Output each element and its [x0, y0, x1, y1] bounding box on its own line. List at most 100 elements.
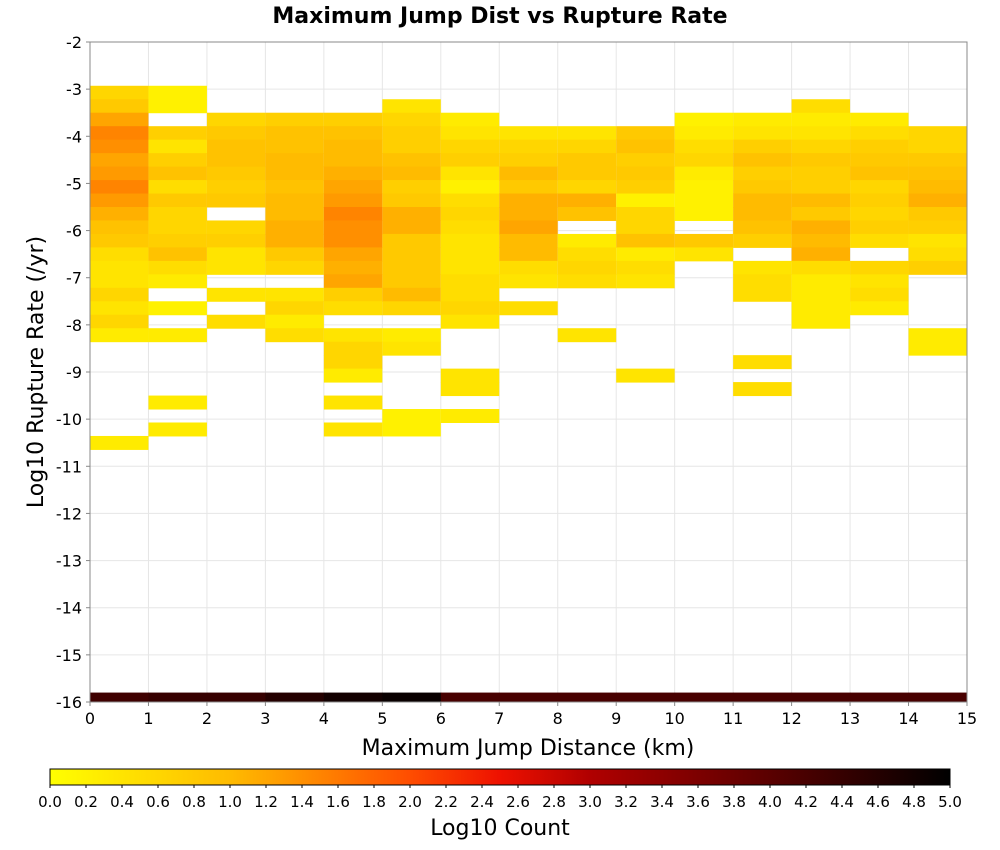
heatmap-cell: [499, 126, 558, 141]
heatmap-cell: [791, 274, 851, 289]
heatmap-cell: [90, 139, 149, 154]
heatmap-cell: [733, 126, 792, 141]
heatmap-cell: [791, 301, 851, 316]
heatmap-cell: [148, 180, 207, 195]
y-tick-label: -12: [56, 504, 82, 523]
heatmap-cell: [148, 206, 207, 221]
heatmap-cell: [850, 193, 909, 208]
heatmap-cell: [908, 341, 967, 356]
heatmap-cell: [850, 166, 909, 181]
heatmap-cell: [265, 233, 324, 248]
heatmap-cell: [850, 206, 909, 221]
heatmap-cell: [557, 247, 617, 262]
heatmap-cell: [265, 220, 324, 235]
x-tick-label: 2: [202, 709, 212, 728]
heatmap-cell: [557, 260, 617, 275]
heatmap-cell: [674, 233, 734, 248]
heatmap-cell: [440, 368, 500, 383]
heatmap-cell: [148, 139, 207, 154]
colorbar-tick-label: 4.8: [902, 793, 926, 811]
colorbar: [49, 768, 951, 786]
heatmap-cell: [616, 274, 675, 289]
heatmap-cell: [440, 274, 500, 289]
heatmap-cell: [499, 247, 558, 262]
heatmap-cell: [148, 247, 207, 262]
colorbar-tick-label: 0.6: [146, 793, 170, 811]
heatmap-cell: [265, 247, 324, 262]
heatmap-cell: [674, 180, 734, 195]
heatmap-cell: [440, 206, 500, 221]
y-tick-label: -14: [56, 599, 82, 618]
x-tick-label: 8: [553, 709, 563, 728]
heatmap-cell: [323, 206, 383, 221]
heatmap-cell: [791, 287, 851, 302]
heatmap-cell: [148, 126, 207, 141]
y-tick-label: -5: [66, 174, 82, 193]
heatmap-cell: [908, 126, 967, 141]
heatmap-cell: [499, 260, 558, 275]
heatmap-cell: [791, 166, 851, 181]
heatmap-cell: [791, 193, 851, 208]
heatmap-cell: [850, 274, 909, 289]
heatmap-cell: [733, 206, 792, 221]
heatmap-cell: [674, 139, 734, 154]
y-axis-ticks: -2 -3 -4 -5 -6 -7 -8 -9 -10 -11 -12 -13 -14 -15 -16: [56, 33, 90, 712]
strip-cell: [440, 692, 500, 702]
colorbar-tick-label: 5.0: [938, 793, 962, 811]
heatmap-cell: [265, 193, 324, 208]
heatmap-cell: [733, 287, 792, 302]
heatmap-cell: [791, 206, 851, 221]
heatmap-cell: [791, 126, 851, 141]
heatmap-cell: [908, 220, 967, 235]
heatmap-cell: [791, 139, 851, 154]
heatmap-cell: [499, 301, 558, 316]
heatmap-cell: [791, 180, 851, 195]
heatmap-cell: [382, 409, 441, 423]
heatmap-cell: [382, 112, 441, 127]
colorbar-tick-label: 0.0: [38, 793, 62, 811]
heatmap-cell: [90, 435, 149, 450]
strip-cell: [265, 692, 325, 702]
heatmap-cell: [499, 153, 558, 168]
x-tick-label: 11: [723, 709, 743, 728]
heatmap-cell: [90, 301, 149, 316]
heatmap-cell: [90, 274, 149, 289]
heatmap-cell: [733, 166, 792, 181]
heatmap-cell: [499, 206, 558, 221]
heatmap-cell: [616, 180, 675, 195]
heatmap-cell: [440, 153, 500, 168]
heatmap-cell: [791, 112, 851, 127]
heatmap-cell: [265, 153, 324, 168]
heatmap-cell: [908, 166, 967, 181]
heatmap-cell: [674, 206, 734, 221]
heatmap-cell: [90, 206, 149, 221]
heatmap-cell: [148, 422, 207, 437]
heatmap-cell: [148, 85, 207, 100]
heatmap-cell: [206, 287, 266, 302]
y-tick-label: -13: [56, 552, 82, 571]
heatmap-cell: [382, 166, 441, 181]
heatmap-cell: [908, 139, 967, 154]
y-tick-label: -3: [66, 80, 82, 99]
colorbar-tick-label: 3.4: [650, 793, 674, 811]
bottom-strip-cells: [90, 692, 968, 702]
heatmap-cell: [90, 220, 149, 235]
y-tick-label: -10: [56, 410, 82, 429]
heatmap-cell: [499, 233, 558, 248]
heatmap-cell: [265, 287, 324, 302]
strip-cell: [674, 692, 734, 702]
heatmap-cell: [382, 180, 441, 195]
heatmap-cell: [440, 220, 500, 235]
heatmap-cell: [616, 166, 675, 181]
colorbar-tick-label: 4.0: [758, 793, 782, 811]
heatmap-cell: [206, 180, 266, 195]
colorbar-tick-label: 1.0: [218, 793, 242, 811]
heatmap-cell: [265, 166, 324, 181]
heatmap-cell: [323, 328, 383, 343]
strip-cell: [733, 692, 793, 702]
heatmap-cell: [323, 368, 383, 383]
x-tick-label: 4: [319, 709, 329, 728]
heatmap-cell: [616, 126, 675, 141]
heatmap-cell: [382, 193, 441, 208]
colorbar-tick-label: 2.0: [398, 793, 422, 811]
